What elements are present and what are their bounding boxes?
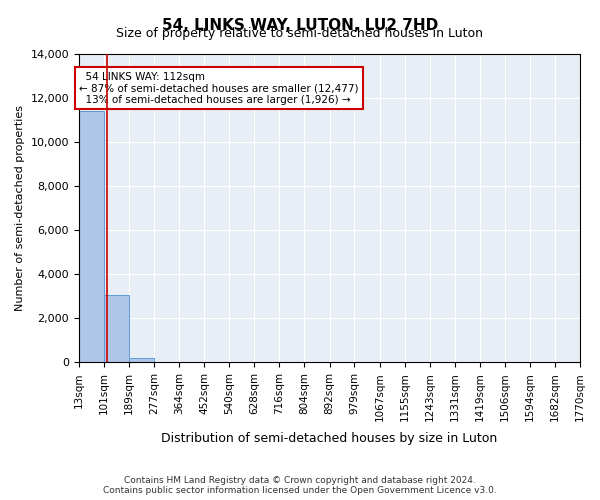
- Text: Contains HM Land Registry data © Crown copyright and database right 2024.
Contai: Contains HM Land Registry data © Crown c…: [103, 476, 497, 495]
- Text: Size of property relative to semi-detached houses in Luton: Size of property relative to semi-detach…: [116, 28, 484, 40]
- Bar: [129, 358, 154, 362]
- Bar: [104, 295, 129, 362]
- Y-axis label: Number of semi-detached properties: Number of semi-detached properties: [15, 105, 25, 311]
- X-axis label: Distribution of semi-detached houses by size in Luton: Distribution of semi-detached houses by …: [161, 432, 497, 445]
- Text: 54 LINKS WAY: 112sqm
← 87% of semi-detached houses are smaller (12,477)
  13% of: 54 LINKS WAY: 112sqm ← 87% of semi-detac…: [79, 72, 359, 105]
- Bar: [79, 112, 104, 362]
- Text: 54, LINKS WAY, LUTON, LU2 7HD: 54, LINKS WAY, LUTON, LU2 7HD: [162, 18, 438, 32]
